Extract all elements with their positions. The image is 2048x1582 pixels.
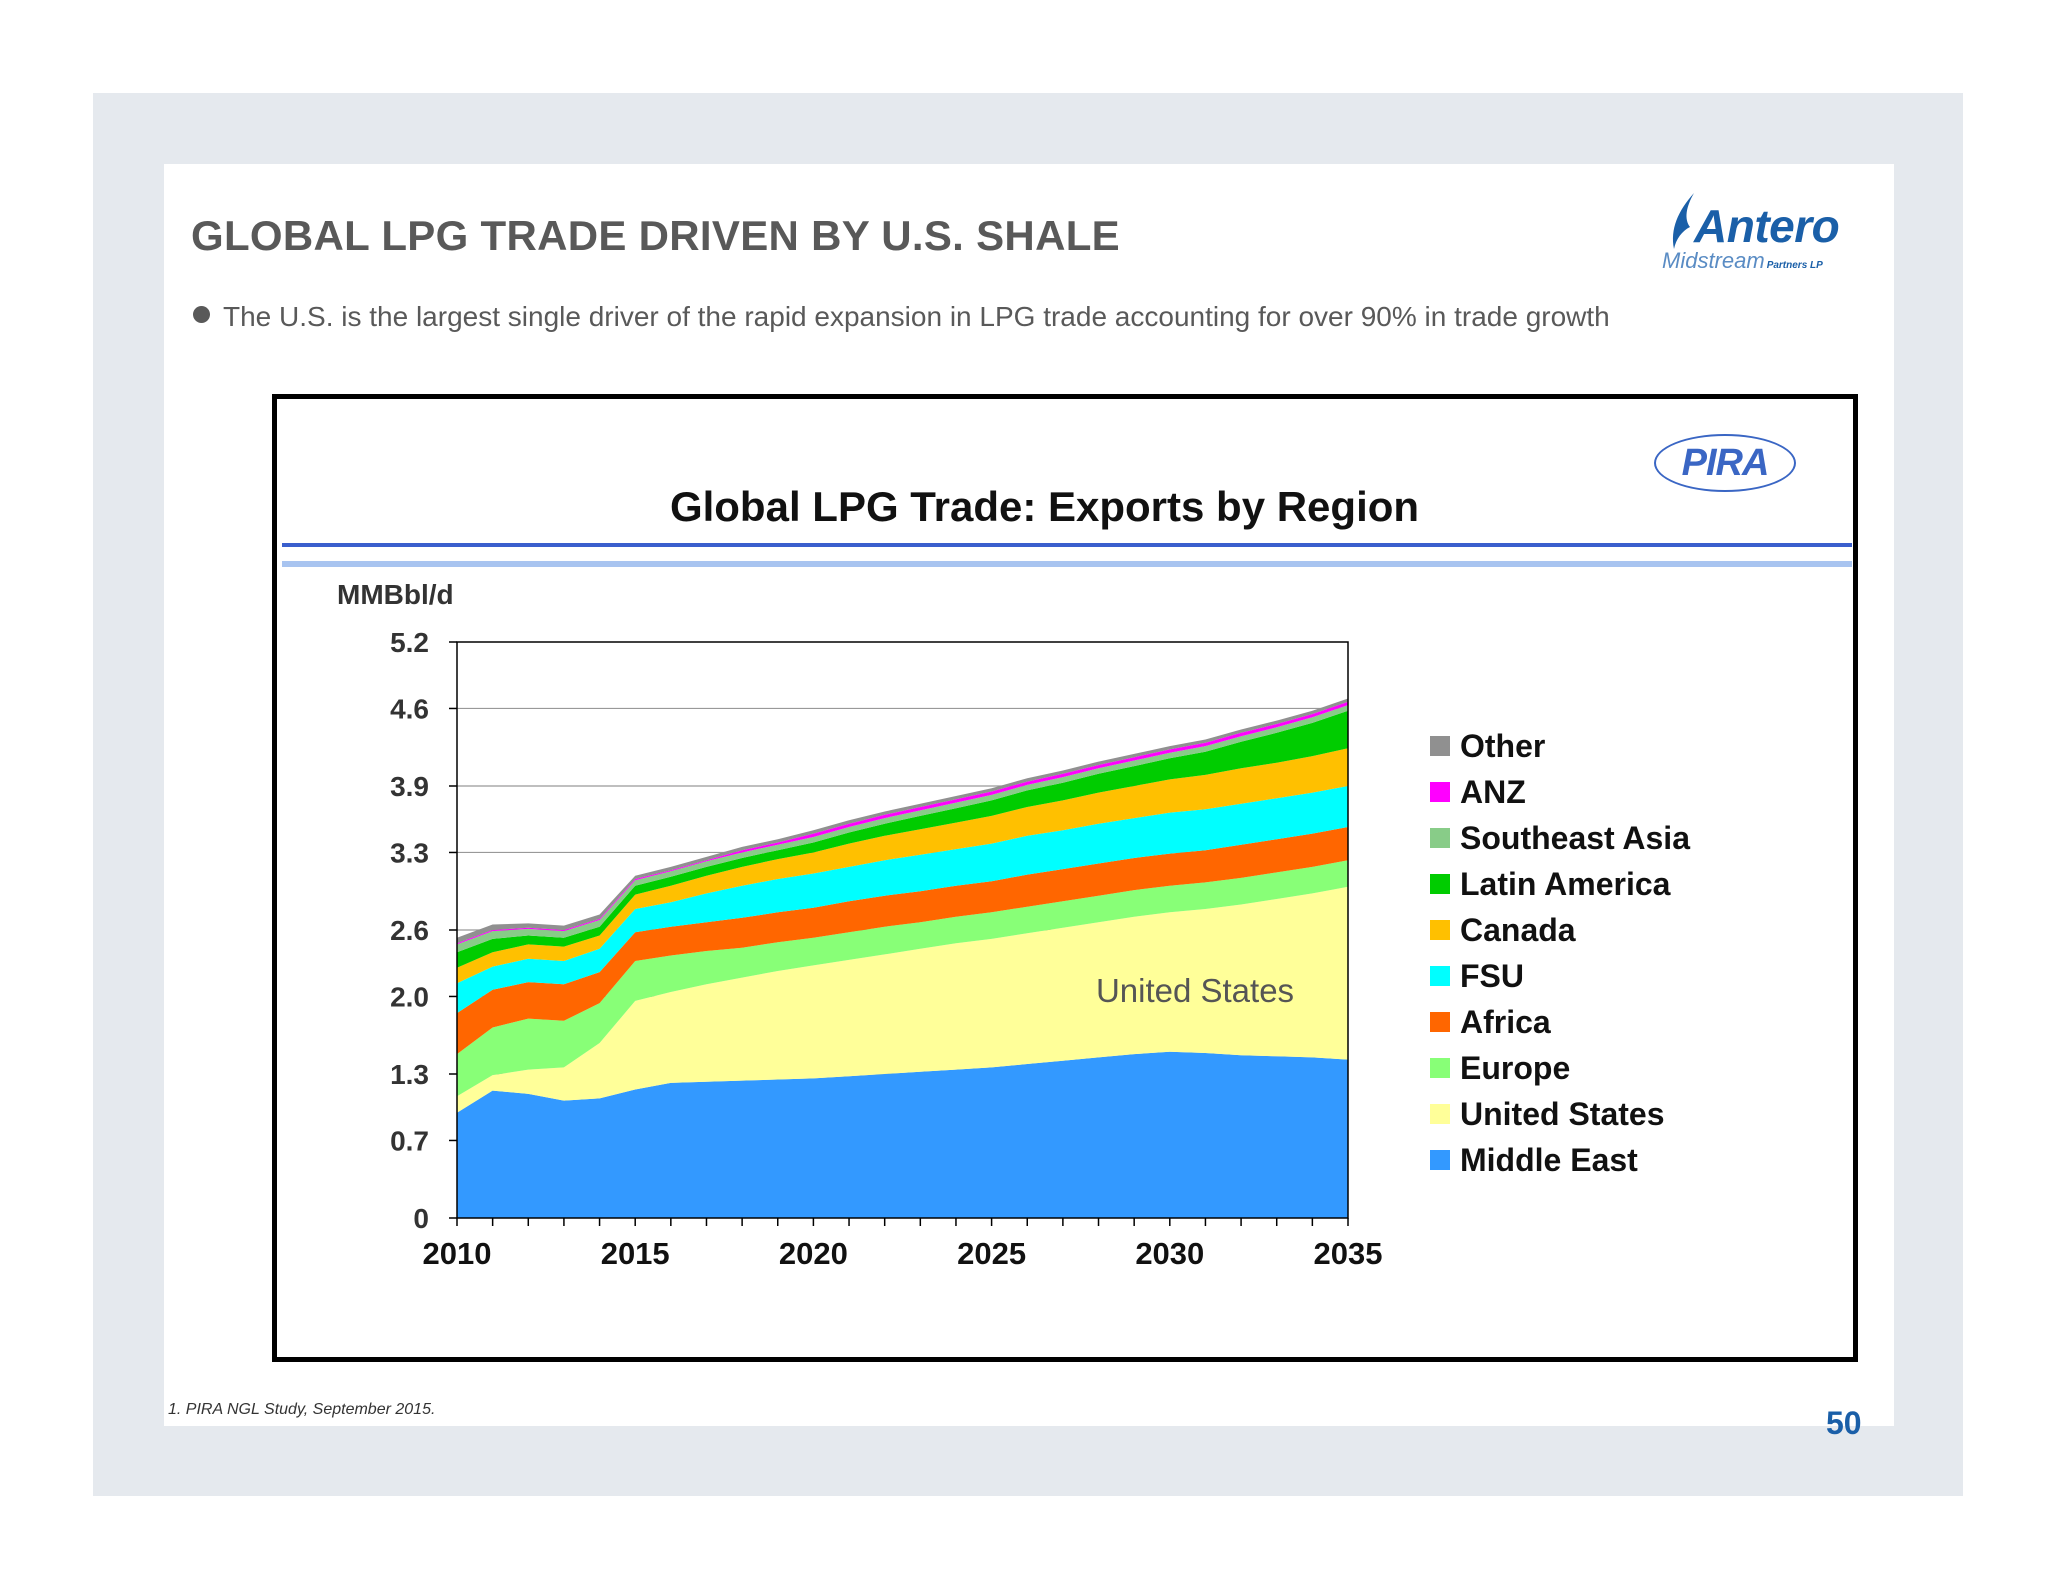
y-tick-label: 0 [413,1203,429,1234]
x-tick-label: 2035 [1314,1236,1383,1271]
chart-title: Global LPG Trade: Exports by Region [669,483,1420,530]
logo-subtitle-main: Midstream [1662,248,1765,273]
area-latin-america [457,710,1348,968]
area-fsu [457,786,1348,1014]
legend-label: Other [1460,728,1546,764]
pira-logo: PIRA [1654,434,1796,492]
y-tick-label: 1.3 [390,1059,429,1090]
legend-swatch [1430,1150,1450,1170]
legend-swatch [1430,782,1450,802]
area-europe [457,860,1348,1097]
y-tick-label: 5.2 [390,627,429,658]
y-tick-label: 2.6 [390,915,429,946]
slide-title: GLOBAL LPG TRADE DRIVEN BY U.S. SHALE [191,212,1120,259]
x-tick-label: 2030 [1135,1236,1204,1271]
legend-label: FSU [1460,958,1524,994]
y-tick-label: 3.3 [390,837,429,868]
legend-swatch [1430,1104,1450,1124]
bullet-icon [193,306,210,323]
legend-swatch [1430,1058,1450,1078]
y-tick-label: 2.0 [390,981,429,1012]
y-axis-unit-label: MMBbl/d [337,579,454,610]
chart-frame: PIRA Global LPG Trade: Exports by Region… [272,394,1858,1362]
bullet-point: The U.S. is the largest single driver of… [193,301,1610,333]
area-southeast-asia [457,705,1348,953]
title-rule-dark [282,543,1852,547]
legend-label: ANZ [1460,774,1526,810]
logo-wordmark: Antero [1694,200,1840,252]
y-tick-label: 3.9 [390,771,429,802]
legend-label: Southeast Asia [1460,820,1690,856]
logo-subtitle: Midstream Partners LP [1662,248,1823,274]
legend-swatch [1430,966,1450,986]
footnote: 1. PIRA NGL Study, September 2015. [168,1401,436,1418]
y-tick-label: 0.7 [390,1125,429,1156]
x-tick-label: 2010 [423,1236,492,1271]
legend-swatch [1430,736,1450,756]
legend-swatch [1430,920,1450,940]
x-tick-label: 2025 [957,1236,1026,1271]
logo-subtitle-partners: Partners LP [1766,260,1823,271]
x-tick-label: 2015 [601,1236,670,1271]
area-united-states [457,886,1348,1113]
area-anz [457,701,1348,945]
legend-label: Africa [1460,1004,1551,1040]
page-number: 50 [1826,1405,1862,1441]
area-africa [457,827,1348,1055]
annotation-united-states: United States [1096,972,1294,1009]
legend-label: Canada [1460,912,1576,948]
legend-label: Middle East [1460,1142,1638,1178]
legend-swatch [1430,1012,1450,1032]
legend-swatch [1430,874,1450,894]
legend-label: Europe [1460,1050,1571,1086]
legend-swatch [1430,828,1450,848]
legend-label: United States [1460,1096,1665,1132]
legend-label: Latin America [1460,866,1671,902]
title-rule-light [282,561,1852,567]
bullet-text: The U.S. is the largest single driver of… [223,301,1610,332]
y-tick-label: 4.6 [390,693,429,724]
antero-logo: Antero Midstream Partners LP [1660,185,1870,280]
chart-plot: 0 0.7 1.3 2.0 2.6 3.3 3.9 4.6 5.2 2010 2015 2020 202… [390,627,1383,1271]
flame-icon [1672,193,1694,249]
area-middle-east [457,1051,1348,1218]
x-tick-label: 2020 [779,1236,848,1271]
area-canada [457,748,1348,984]
